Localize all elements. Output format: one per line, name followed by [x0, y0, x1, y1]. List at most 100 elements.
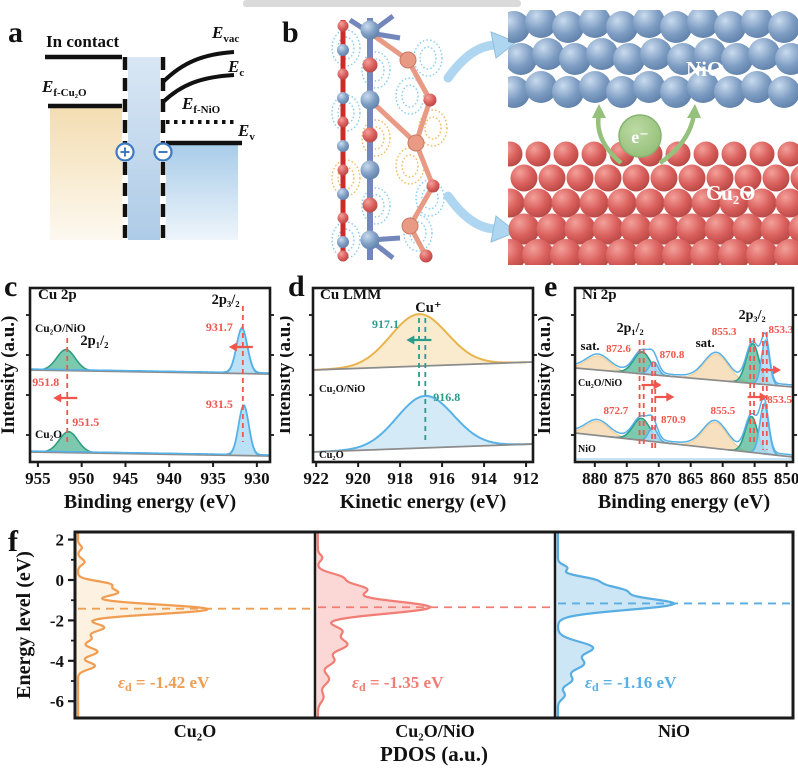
svg-text:-4: -4: [50, 652, 65, 671]
panel-letter-a: a: [8, 16, 23, 49]
svg-text:2p₃/₂: 2p₃/₂: [212, 292, 240, 308]
svg-text:865: 865: [678, 469, 704, 488]
charge-density-clouds: [331, 29, 448, 259]
svg-text:εd = -1.42 eV: εd = -1.42 eV: [118, 673, 210, 694]
in-contact-label: In contact: [46, 32, 120, 51]
svg-text:918: 918: [387, 469, 413, 488]
svg-text:Binding energy (eV): Binding energy (eV): [598, 491, 770, 513]
svg-text:916.8: 916.8: [433, 390, 460, 404]
nio-sphere-slab: [508, 10, 798, 108]
svg-text:Cu₂O/NiO: Cu₂O/NiO: [395, 721, 474, 741]
svg-text:εd = -1.16 eV: εd = -1.16 eV: [585, 673, 677, 694]
svg-text:sat.: sat.: [696, 335, 715, 350]
svg-text:2: 2: [56, 531, 65, 550]
svg-text:-6: -6: [50, 692, 64, 711]
svg-text:Intensity (a.u.): Intensity (a.u.): [0, 316, 19, 435]
svg-text:935: 935: [200, 469, 226, 488]
svg-text:870: 870: [646, 469, 672, 488]
svg-text:-2: -2: [50, 611, 64, 630]
svg-text:950: 950: [69, 469, 95, 488]
svg-text:Cu₂O/NiO: Cu₂O/NiO: [319, 384, 365, 395]
svg-text:945: 945: [113, 469, 139, 488]
svg-text:870.8: 870.8: [660, 349, 685, 361]
arrow-to-nio: [443, 31, 517, 83]
panel-letter-f: f: [8, 525, 18, 558]
valence-band-label: Ev: [238, 121, 255, 144]
fermi-nio-label: Ef-NiO: [182, 94, 221, 117]
panel-letter-d: d: [288, 270, 305, 303]
svg-text:NiO: NiO: [578, 444, 596, 455]
fermi-cu2o-label: Ef-Cu₂O: [42, 77, 87, 100]
svg-text:sat.: sat.: [581, 338, 600, 353]
svg-text:0: 0: [56, 571, 65, 590]
band-diagram-drawing: [45, 50, 242, 240]
svg-text:920: 920: [345, 469, 371, 488]
svg-text:880: 880: [582, 469, 608, 488]
panel-letter-c: c: [4, 270, 18, 303]
svg-text:870.9: 870.9: [661, 414, 686, 426]
svg-text:917.1: 917.1: [372, 317, 399, 331]
electron-label: e⁻: [631, 127, 649, 147]
svg-text:872.6: 872.6: [606, 343, 631, 355]
svg-text:Intensity (a.u.): Intensity (a.u.): [280, 316, 295, 435]
conduction-band-label: Ec: [228, 57, 245, 80]
nio-band-block: [166, 145, 238, 240]
svg-text:Cu₂O/NiO: Cu₂O/NiO: [35, 323, 86, 335]
panel-b-illustration: e⁻ NiO Cu₂O: [331, 10, 798, 265]
panel-a-band-diagram: In contact Ef-Cu₂O Evac Ec Ef-NiO Ev: [0, 8, 262, 265]
svg-text:922: 922: [303, 469, 329, 488]
svg-text:Binding energy (eV): Binding energy (eV): [64, 491, 236, 513]
svg-text:Cu⁺: Cu⁺: [415, 300, 441, 316]
svg-text:875: 875: [614, 469, 640, 488]
svg-text:2p₁/₂: 2p₁/₂: [80, 333, 108, 349]
svg-text:NiO: NiO: [658, 721, 690, 741]
svg-text:931.5: 931.5: [206, 397, 233, 411]
vacuum-level-bend-curve: [161, 50, 235, 84]
conduction-band-bend-curve: [161, 73, 235, 104]
svg-text:931.7: 931.7: [206, 320, 233, 334]
svg-text:850: 850: [774, 469, 798, 488]
svg-text:Energy level (eV): Energy level (eV): [13, 551, 35, 699]
panel-letter-b: b: [282, 16, 299, 49]
cu2o-band-block: [50, 108, 122, 240]
svg-text:951.5: 951.5: [72, 415, 99, 429]
cu2o-label: Cu₂O: [706, 181, 755, 205]
svg-text:855: 855: [742, 469, 768, 488]
svg-text:2p₃/₂: 2p₃/₂: [739, 308, 766, 323]
svg-text:PDOS (a.u.): PDOS (a.u.): [380, 742, 488, 766]
electron-transfer-arrows: [592, 104, 701, 165]
svg-text:853.3: 853.3: [769, 324, 794, 336]
arrow-to-cu2o: [443, 191, 517, 243]
cropped-header-bar: [243, 0, 521, 7]
svg-text:940: 940: [157, 469, 183, 488]
svg-text:Cu₂O: Cu₂O: [35, 429, 62, 441]
svg-text:Kinetic energy (eV): Kinetic energy (eV): [340, 491, 507, 513]
svg-text:955: 955: [25, 469, 51, 488]
svg-text:855.3: 855.3: [712, 326, 737, 338]
svg-text:εd = -1.35 eV: εd = -1.35 eV: [352, 673, 444, 694]
svg-text:Cu₂O: Cu₂O: [174, 721, 216, 741]
panel-d-culmm-auger-chart: Cu LMM Cu⁺ 917.1 916.8 Cu₂O/NiO Cu₂O 922 920 918…: [280, 286, 538, 513]
panel-c-cu2p-xps-chart: Cu 2p Cu₂O/NiO Cu₂O 2p₁/₂ 2p₃/₂ 951.8 951.5 931…: [0, 286, 274, 513]
ball-stick-model: [337, 13, 440, 263]
panel-f-pdos-chart: εd = -1.42 eV Cu₂O εd = -1.35 eV Cu₂O/NiO εd…: [13, 530, 795, 766]
svg-text:Intensity (a.u.): Intensity (a.u.): [538, 316, 555, 435]
svg-text:853.5: 853.5: [767, 394, 792, 406]
svg-text:Cu₂O: Cu₂O: [319, 450, 344, 461]
svg-text:872.7: 872.7: [603, 405, 628, 417]
vacuum-level-label: Evac: [212, 23, 240, 46]
svg-text:Cu₂O/NiO: Cu₂O/NiO: [578, 378, 622, 389]
svg-text:Cu LMM: Cu LMM: [320, 287, 381, 303]
svg-text:Cu 2p: Cu 2p: [38, 287, 77, 303]
svg-text:916: 916: [429, 469, 455, 488]
svg-text:914: 914: [471, 469, 497, 488]
svg-text:930: 930: [244, 469, 270, 488]
electron-circle-badge: [618, 114, 662, 158]
svg-text:860: 860: [710, 469, 736, 488]
svg-text:912: 912: [513, 469, 538, 488]
svg-text:951.8: 951.8: [32, 375, 59, 389]
cu2o-sphere-slab: [508, 141, 798, 265]
svg-text:855.5: 855.5: [710, 405, 735, 417]
